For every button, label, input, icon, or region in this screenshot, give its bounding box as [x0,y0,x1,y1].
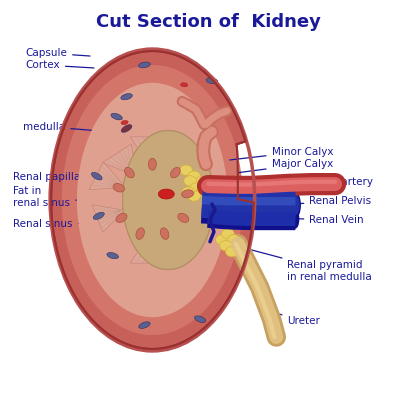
Ellipse shape [190,183,203,193]
Ellipse shape [215,234,228,245]
Text: Renal Pelvis: Renal Pelvis [297,196,371,206]
Text: Renal papilla: Renal papilla [13,172,96,182]
Ellipse shape [292,210,300,228]
Text: Cut Section of  Kidney: Cut Section of Kidney [96,13,320,31]
Ellipse shape [124,167,134,178]
Ellipse shape [182,187,195,197]
Ellipse shape [121,125,132,132]
Ellipse shape [178,213,189,222]
Polygon shape [92,205,124,232]
Text: Renal pyramid
in renal medulla: Renal pyramid in renal medulla [245,248,372,282]
Text: medulla: medulla [23,122,106,132]
Ellipse shape [180,165,193,175]
Text: Major Calyx: Major Calyx [238,159,333,173]
Ellipse shape [139,62,150,68]
Polygon shape [130,137,175,170]
Ellipse shape [194,177,206,187]
Ellipse shape [111,113,122,120]
Ellipse shape [290,192,301,218]
Ellipse shape [291,195,300,215]
Ellipse shape [225,246,238,257]
Text: Renal sinus: Renal sinus [13,219,103,229]
Text: Cortex: Cortex [25,60,94,70]
Ellipse shape [113,184,124,192]
Text: Renal artery: Renal artery [297,177,373,187]
Ellipse shape [171,167,180,178]
Text: Fat in
renal sinus: Fat in renal sinus [13,186,105,208]
Ellipse shape [116,213,127,222]
Ellipse shape [206,78,218,84]
Polygon shape [51,51,254,349]
Ellipse shape [121,94,132,100]
Polygon shape [77,83,228,317]
Polygon shape [102,144,135,176]
Polygon shape [181,165,216,196]
Ellipse shape [220,240,232,251]
Ellipse shape [160,228,169,239]
Ellipse shape [188,171,201,181]
Ellipse shape [107,252,119,259]
Ellipse shape [158,189,174,199]
Ellipse shape [121,120,128,124]
Ellipse shape [93,212,104,220]
Ellipse shape [221,228,234,239]
Text: Renal Vein: Renal Vein [297,215,364,225]
Ellipse shape [188,191,201,201]
Ellipse shape [92,172,102,180]
Ellipse shape [139,322,150,328]
Text: Ureter: Ureter [270,311,320,326]
Ellipse shape [182,190,193,198]
Polygon shape [123,130,214,270]
Polygon shape [89,162,125,190]
Ellipse shape [184,176,196,186]
Polygon shape [181,204,216,235]
Polygon shape [130,230,175,263]
Polygon shape [169,224,205,260]
Ellipse shape [136,228,144,239]
Text: Minor Calyx: Minor Calyx [230,146,333,160]
Text: Capsule: Capsule [25,48,90,58]
Polygon shape [169,140,205,176]
Polygon shape [123,130,214,270]
Ellipse shape [149,158,156,170]
Ellipse shape [181,83,188,87]
Ellipse shape [194,316,206,322]
Polygon shape [62,65,243,335]
Ellipse shape [228,234,240,245]
Ellipse shape [196,187,208,197]
